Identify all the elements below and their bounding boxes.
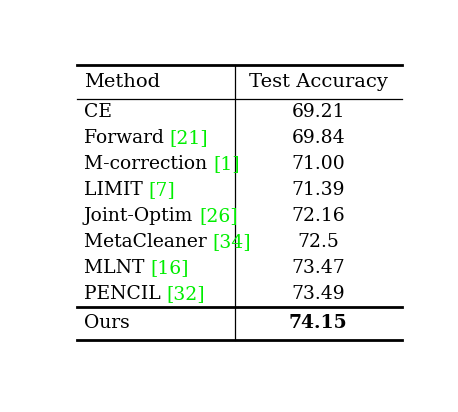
Text: MetaCleaner: MetaCleaner — [84, 233, 213, 250]
Text: Method: Method — [84, 73, 160, 91]
Text: 73.47: 73.47 — [291, 259, 345, 277]
Text: 72.16: 72.16 — [291, 207, 345, 225]
Text: [1]: [1] — [213, 154, 240, 173]
Text: M-correction: M-correction — [84, 154, 213, 173]
Text: Ours: Ours — [84, 314, 130, 332]
Text: MLNT: MLNT — [84, 259, 150, 277]
Text: [34]: [34] — [213, 233, 251, 250]
Text: [7]: [7] — [149, 180, 175, 199]
Text: 69.84: 69.84 — [291, 129, 345, 147]
Text: 69.21: 69.21 — [291, 103, 345, 121]
Text: 71.00: 71.00 — [291, 154, 345, 173]
Text: [26]: [26] — [199, 207, 238, 225]
Text: 71.39: 71.39 — [291, 180, 345, 199]
Text: PENCIL: PENCIL — [84, 285, 167, 303]
Text: [16]: [16] — [150, 259, 189, 277]
Text: [21]: [21] — [170, 129, 208, 147]
Text: Joint-Optim: Joint-Optim — [84, 207, 199, 225]
Text: 72.5: 72.5 — [297, 233, 339, 250]
Text: Test Accuracy: Test Accuracy — [249, 73, 387, 91]
Text: LIMIT: LIMIT — [84, 180, 149, 199]
Text: Forward: Forward — [84, 129, 170, 147]
Text: 74.15: 74.15 — [289, 314, 348, 332]
Text: [32]: [32] — [167, 285, 205, 303]
Text: CE: CE — [84, 103, 112, 121]
Text: 73.49: 73.49 — [291, 285, 345, 303]
